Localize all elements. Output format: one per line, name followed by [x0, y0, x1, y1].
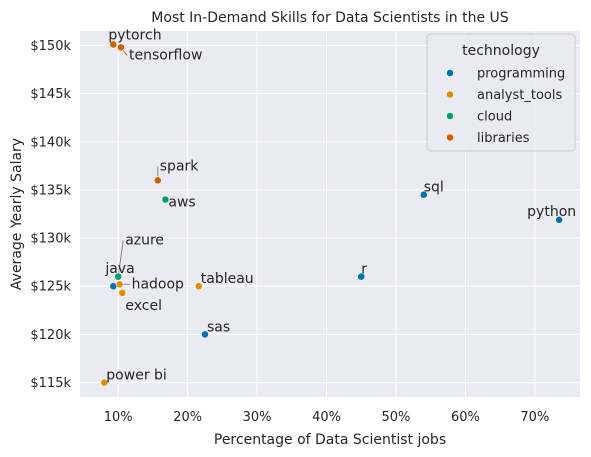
point-python: [555, 215, 564, 224]
point-spark: [153, 176, 162, 185]
legend-box: [426, 33, 576, 152]
x-tick-label: 30%: [243, 410, 272, 425]
label-tableau: tableau: [201, 271, 254, 287]
y-tick-label: $150k: [30, 39, 71, 54]
y-tick-label: $115k: [30, 376, 71, 391]
y-tick-label: $140k: [30, 135, 71, 150]
label-hadoop: hadoop: [132, 276, 184, 292]
legend-label-programming: programming: [477, 67, 565, 82]
label-azure: azure: [125, 233, 164, 249]
point-r: [357, 272, 366, 281]
label-spark: spark: [160, 158, 200, 174]
legend: technology programming analyst_toolscloud…: [426, 33, 576, 152]
point-azure: [114, 272, 123, 281]
y-tick-label: $120k: [30, 328, 71, 343]
x-tick-label: 20%: [173, 410, 202, 425]
point-tensorflow: [117, 43, 125, 52]
y-axis-label: Average Yearly Salary: [9, 138, 25, 290]
label-java: java: [104, 261, 134, 277]
y-tick-label: $130k: [30, 232, 71, 247]
point-labels: python sql r sas java tableau excel hadoop power…: [104, 27, 576, 383]
point-power-bi: [100, 378, 109, 387]
y-tick-label: $135k: [30, 183, 71, 198]
y-tick-label: $145k: [30, 87, 71, 102]
label-sas: sas: [207, 319, 230, 335]
legend-marker-libraries: [446, 133, 454, 142]
leader-line-azure: [117, 240, 124, 277]
grid: [80, 31, 580, 397]
data-points: [100, 40, 564, 387]
x-tick-label: 70%: [520, 410, 549, 425]
legend-label-libraries: libraries: [477, 131, 530, 146]
label-tensorflow: tensorflow: [129, 47, 202, 63]
legend-marker-programming: [446, 69, 454, 77]
point-tableau: [194, 282, 203, 291]
label-power-bi: power bi: [106, 368, 167, 384]
legend-title: technology: [462, 43, 540, 59]
x-tick-label: 60%: [451, 410, 480, 425]
point-hadoop: [115, 280, 124, 289]
x-axis-label: Percentage of Data Scientist jobs: [214, 432, 446, 448]
legend-marker-analyst-tools: [446, 90, 454, 99]
label-aws: aws: [168, 195, 195, 211]
legend-marker-cloud: [446, 112, 454, 120]
y-tick-label: $125k: [30, 280, 71, 295]
point-excel: [118, 289, 127, 297]
label-sql: sql: [424, 180, 444, 196]
point-aws: [161, 195, 170, 204]
label-pytorch: pytorch: [108, 27, 161, 43]
label-excel: excel: [125, 298, 162, 314]
point-sql: [419, 190, 428, 199]
point-sas: [201, 330, 209, 339]
legend-label-analyst-tools: analyst_tools: [477, 88, 562, 103]
x-tick-label: 40%: [312, 410, 341, 425]
x-tick-label: 10%: [104, 410, 133, 425]
x-tick-labels: 10% 20% 30% 40% 50% 60% 70%: [104, 410, 550, 425]
x-tick-label: 50%: [382, 410, 411, 425]
label-r: r: [361, 262, 367, 278]
chart-title: Most In-Demand Skills for Data Scientist…: [151, 10, 508, 26]
y-tick-labels: $115k $120k $125k $130k $135k $140k $145k $150k: [30, 39, 71, 391]
label-python: python: [527, 204, 576, 220]
point-pytorch: [109, 40, 118, 49]
legend-label-cloud: cloud: [477, 110, 512, 125]
